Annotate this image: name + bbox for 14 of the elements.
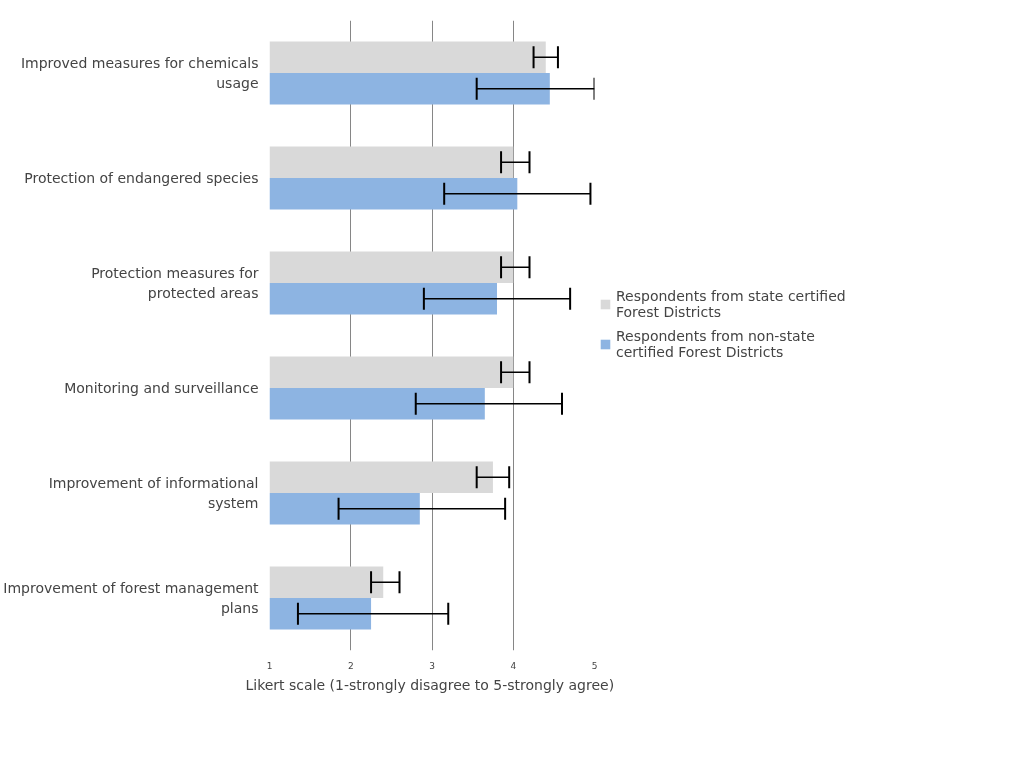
- y-tick-label: Improved measures for chemicals usage: [20, 55, 259, 91]
- y-tick-label: Improvement of informational system: [48, 475, 259, 511]
- y-tick-label: Protection of endangered species: [24, 170, 259, 186]
- y-tick-label: Protection measures for protected areas: [91, 265, 259, 301]
- legend-label: Respondents from non-state certified Forest Districts: [616, 328, 815, 360]
- x-axis-title: Likert scale (1-strongly disagree to 5-strongly agree): [245, 676, 615, 693]
- y-tick-label: Improvement of forest management plans: [3, 580, 260, 616]
- x-tick-label: 5: [591, 660, 598, 671]
- x-tick-label: 2: [347, 660, 354, 671]
- x-tick-label: 4: [510, 660, 517, 671]
- x-tick-label: 3: [429, 660, 435, 671]
- legend-label: Respondents from state certified Forest Districts: [616, 288, 846, 320]
- y-tick-label: Monitoring and surveillance: [64, 380, 259, 396]
- x-tick-label: 1: [266, 660, 273, 671]
